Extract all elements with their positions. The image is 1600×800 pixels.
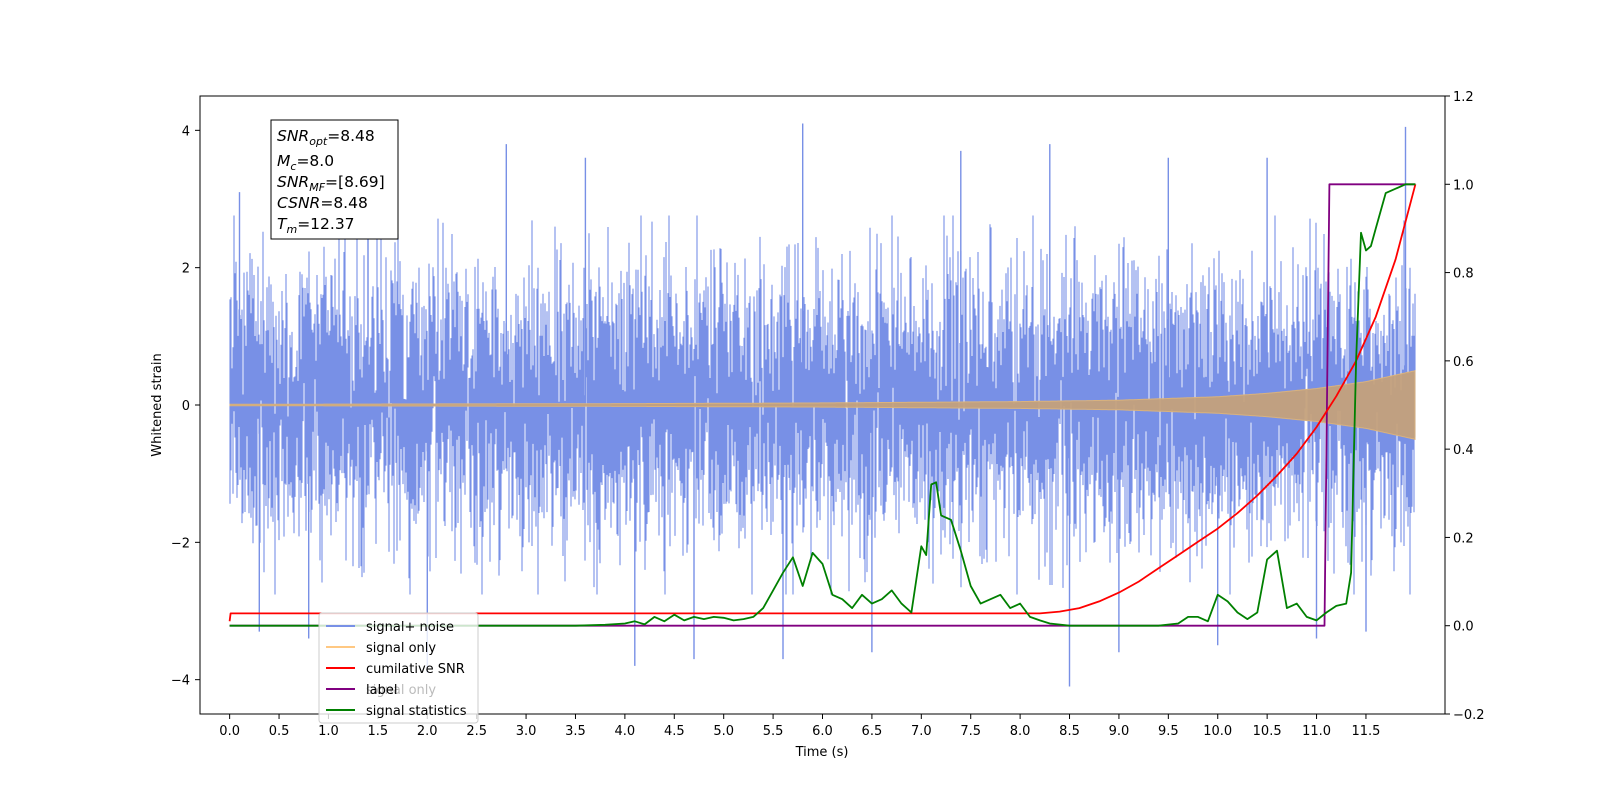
legend-label: signal only <box>366 641 436 656</box>
x-tick-label: 3.5 <box>565 724 586 739</box>
x-tick-label: 10.0 <box>1203 724 1232 739</box>
x-tick-label: 11.0 <box>1302 724 1331 739</box>
y-right-tick-label: 0.4 <box>1453 443 1474 458</box>
label-line <box>229 183 1416 627</box>
y-left-tick-label: −4 <box>171 674 190 689</box>
cumulative-snr-line <box>228 184 1417 622</box>
signal-only-series <box>229 370 1416 440</box>
info-snr-mf: SNRMF=[8.69] <box>277 173 385 194</box>
y-right-tick-label: 0.2 <box>1453 531 1474 546</box>
y-right-tick-label: 0.6 <box>1453 355 1474 370</box>
x-tick-label: 9.0 <box>1109 724 1130 739</box>
x-tick-label: 8.5 <box>1059 724 1080 739</box>
info-snr-opt: SNRopt=8.48 <box>277 127 375 148</box>
x-tick-label: 0.0 <box>219 724 240 739</box>
x-tick-label: 8.0 <box>1010 724 1031 739</box>
y-axis-right: −0.2 0.0 0.2 0.4 0.6 0.8 1.0 1.2 <box>1445 90 1485 723</box>
x-tick-label: 4.0 <box>615 724 636 739</box>
x-axis-label: Time (s) <box>795 745 849 760</box>
y-left-tick-label: 2 <box>182 262 190 277</box>
info-box: SNRopt=8.48 Mc=8.0 SNRMF=[8.69] CSNR=8.4… <box>270 119 399 240</box>
y-left-tick-label: 4 <box>182 124 190 139</box>
y-right-tick-label: 1.2 <box>1453 90 1474 105</box>
x-tick-label: 6.5 <box>862 724 883 739</box>
x-tick-label: 10.5 <box>1253 724 1282 739</box>
legend-entry-signal-plus-noise: signal+ noise <box>326 620 454 635</box>
legend-label: cumilative SNR <box>366 662 465 677</box>
legend-label: signal+ noise <box>366 620 454 635</box>
x-tick-label: 6.0 <box>812 724 833 739</box>
y-right-tick-label: 1.0 <box>1453 178 1474 193</box>
info-csnr: CSNR=8.48 <box>277 194 368 212</box>
info-chirp-mass: Mc=8.0 <box>277 152 334 173</box>
y-axis-label: Whitened strain <box>150 353 165 456</box>
legend-entry-signal-only: signal only <box>326 641 436 656</box>
x-tick-label: 7.5 <box>960 724 981 739</box>
x-tick-label: 3.0 <box>516 724 537 739</box>
x-tick-label: 1.5 <box>368 724 389 739</box>
legend-entry-cumilative-snr: cumilative SNR <box>326 662 465 677</box>
x-tick-label: 2.0 <box>417 724 438 739</box>
x-tick-label: 7.0 <box>911 724 932 739</box>
y-right-tick-label: −0.2 <box>1453 708 1485 723</box>
legend-entry-signal-statistics: signal statistics <box>326 704 467 719</box>
x-tick-label: 11.5 <box>1351 724 1380 739</box>
info-box-frame <box>270 119 399 240</box>
legend-frame <box>318 612 479 724</box>
legend-entry-label: label <box>326 683 397 698</box>
x-tick-label: 1.0 <box>318 724 339 739</box>
x-tick-label: 5.5 <box>763 724 784 739</box>
signal-statistics-line <box>229 183 1416 627</box>
legend: signal+ noise signal only cumilative SNR… <box>318 612 479 724</box>
y-left-tick-label: 0 <box>182 399 190 414</box>
legend-label: label <box>366 683 397 698</box>
legend-label: signal statistics <box>366 704 467 719</box>
noise-spikes <box>238 123 1407 687</box>
y-axis-left: −4 −2 0 2 4 <box>171 124 200 689</box>
x-tick-label: 4.5 <box>664 724 685 739</box>
legend-hidden-label: signal only <box>366 683 436 698</box>
y-right-tick-label: 0.0 <box>1453 620 1474 635</box>
signal-plus-noise-series <box>229 123 1416 687</box>
x-tick-label: 0.5 <box>269 724 290 739</box>
right-axis-series <box>228 183 1417 627</box>
x-tick-label: 9.5 <box>1158 724 1179 739</box>
info-merger-time: Tm=12.37 <box>277 215 355 236</box>
x-tick-label: 2.5 <box>466 724 487 739</box>
y-right-tick-label: 0.8 <box>1453 267 1474 282</box>
x-axis: 0.0 0.5 1.0 1.5 2.0 2.5 3.0 3.5 4.0 4.5 5.0 5.5 6.0 6… <box>219 714 1380 739</box>
y-left-tick-label: −2 <box>171 536 190 551</box>
signal-envelope <box>229 370 1416 440</box>
x-tick-label: 5.0 <box>713 724 734 739</box>
